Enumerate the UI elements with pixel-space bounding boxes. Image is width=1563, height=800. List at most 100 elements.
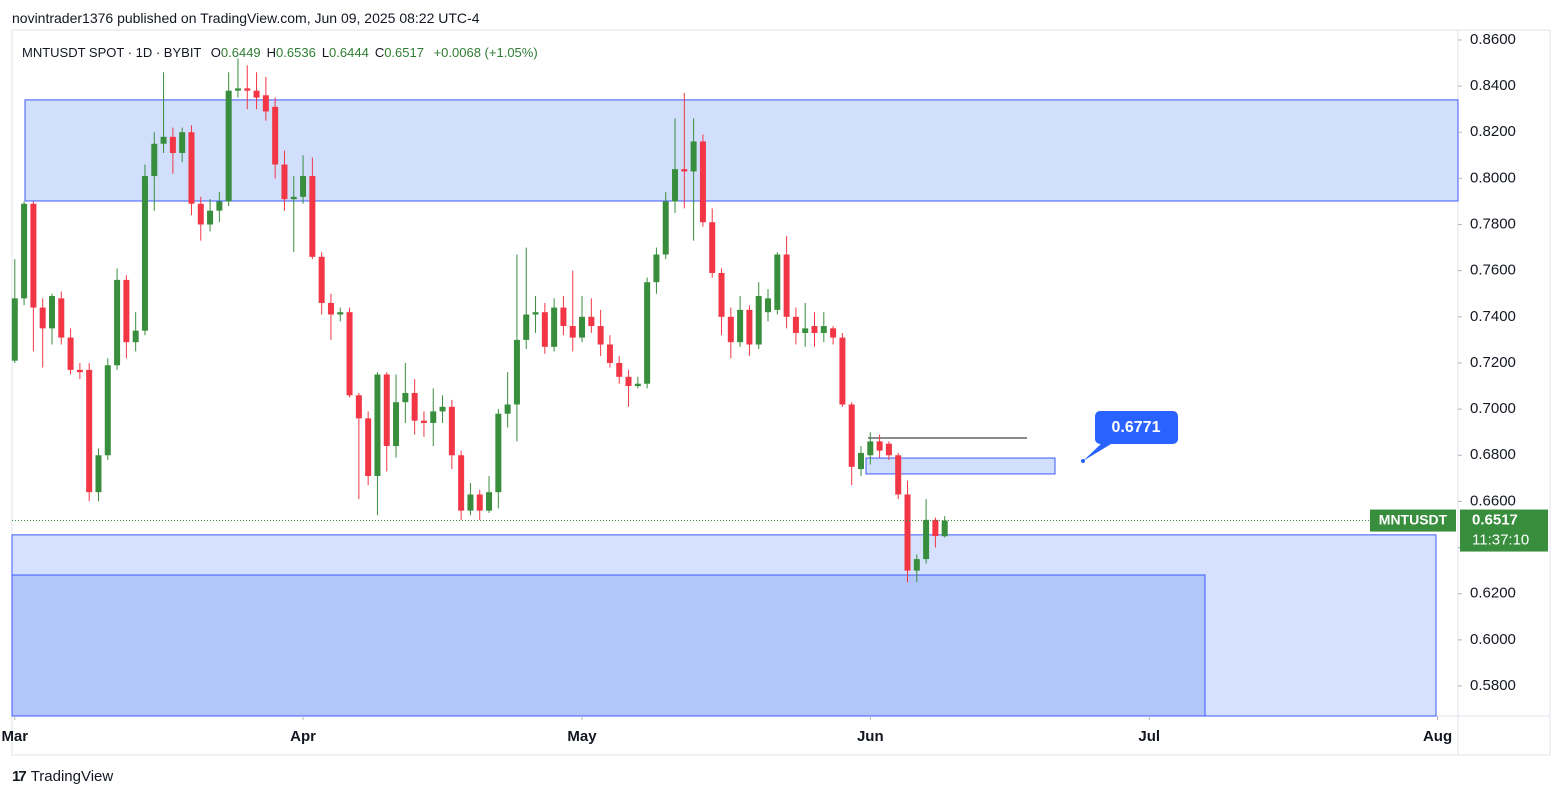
candle-body (551, 307, 558, 347)
zone (11, 574, 1206, 717)
candle-body (672, 169, 679, 202)
candle-body (114, 279, 121, 366)
candle-body (448, 406, 455, 456)
publish-header: novintrader1376 published on TradingView… (12, 10, 480, 26)
candle-body (560, 307, 567, 327)
candle-body (365, 418, 372, 477)
candle-body (104, 365, 111, 456)
candle-body (504, 404, 511, 414)
candle-body (579, 316, 586, 338)
candle-body (616, 362, 623, 377)
y-tick-label: 0.5800 (1470, 677, 1516, 694)
candle-body (132, 330, 139, 343)
candle-body (141, 176, 148, 331)
x-tick-label: Apr (290, 728, 316, 745)
y-tick-label: 0.7000 (1470, 400, 1516, 417)
legend: MNTUSDT SPOT · 1D · BYBIT O0.6449 H0.6536… (22, 45, 538, 60)
candle-body (606, 344, 613, 363)
price-tag-label: 0.6517 (1472, 512, 1518, 529)
zone (24, 99, 1459, 202)
candle-body (458, 455, 465, 511)
candle-body (634, 383, 641, 387)
ohlc-key: H (266, 45, 277, 60)
candle-body (755, 296, 762, 345)
candle-body (699, 141, 706, 223)
candle-body (681, 169, 688, 172)
y-tick-label: 0.8600 (1470, 31, 1516, 48)
ohlc-key: C (374, 45, 385, 60)
candle-body (513, 339, 520, 405)
brand-name: TradingView (30, 768, 114, 785)
candle-body (67, 337, 74, 370)
candle-body (244, 88, 251, 91)
candle-body (272, 106, 279, 165)
zone (865, 457, 1056, 475)
candle-body (467, 494, 474, 511)
candle-body (802, 328, 809, 333)
candle-body (420, 420, 427, 423)
y-tick-label: 0.8000 (1470, 169, 1516, 186)
candle-body (95, 455, 102, 493)
candle-body (393, 402, 400, 447)
candle-body (346, 312, 353, 396)
candle-body (48, 296, 55, 329)
candle-body (309, 176, 316, 257)
candle-body (30, 203, 37, 308)
candle-body (327, 302, 334, 315)
y-tick-label: 0.6000 (1470, 631, 1516, 648)
candle-body (300, 176, 307, 197)
candle-body (653, 254, 660, 283)
y-tick-label: 0.7600 (1470, 262, 1516, 279)
candle-body (811, 326, 818, 333)
symbol-tag-label: MNTUSDT (1379, 511, 1448, 527)
candle-body (885, 443, 892, 456)
candle-body (262, 95, 269, 112)
candle-body (123, 279, 130, 343)
candle-body (532, 312, 539, 315)
candle-body (225, 90, 232, 202)
candle-body (597, 326, 604, 345)
candle-body (541, 312, 548, 347)
countdown-label: 11:37:10 (1472, 532, 1529, 549)
ohlc-key: O (210, 45, 221, 60)
chart-frame (11, 29, 1551, 756)
y-tick-label: 0.6200 (1470, 585, 1516, 602)
candle-body (179, 132, 186, 153)
candle-body (253, 90, 260, 98)
y-tick-label: 0.6800 (1470, 446, 1516, 463)
x-tick-label: Aug (1423, 728, 1452, 745)
candle-body (21, 203, 28, 299)
candle-body (792, 316, 799, 333)
candle-body (913, 559, 920, 571)
ohlc-key: L (321, 45, 330, 60)
x-tick-label: Jul (1138, 728, 1160, 745)
candle-body (727, 316, 734, 343)
candle-body (895, 455, 902, 495)
candle-body (169, 136, 176, 153)
candle-body (523, 314, 530, 340)
candle-body (718, 272, 725, 317)
ohlc-value: 0.6444 (329, 45, 369, 60)
candle-body (588, 316, 595, 327)
candle-body (39, 307, 46, 329)
candle-body (644, 282, 651, 384)
candle-body (709, 222, 716, 273)
candle-body (160, 136, 167, 144)
candle-body (737, 309, 744, 343)
ohlc-values: O0.6449 H0.6536 L0.6444 C0.6517 (205, 45, 424, 60)
brand-logo: 17 TradingView (12, 768, 113, 785)
y-tick-label: 0.7800 (1470, 215, 1516, 232)
x-tick-label: May (567, 728, 597, 745)
candle-body (86, 369, 93, 493)
candle-body (486, 492, 493, 511)
candle-body (281, 164, 288, 200)
candle-body (774, 254, 781, 310)
x-tick-label: Jun (857, 728, 884, 745)
candle-body (830, 328, 837, 338)
callout-box (1095, 411, 1178, 444)
candle-body (476, 494, 483, 511)
callout-label: 0.6771 (1112, 419, 1161, 436)
y-tick-label: 0.8400 (1470, 77, 1516, 94)
candle-body (290, 196, 297, 200)
